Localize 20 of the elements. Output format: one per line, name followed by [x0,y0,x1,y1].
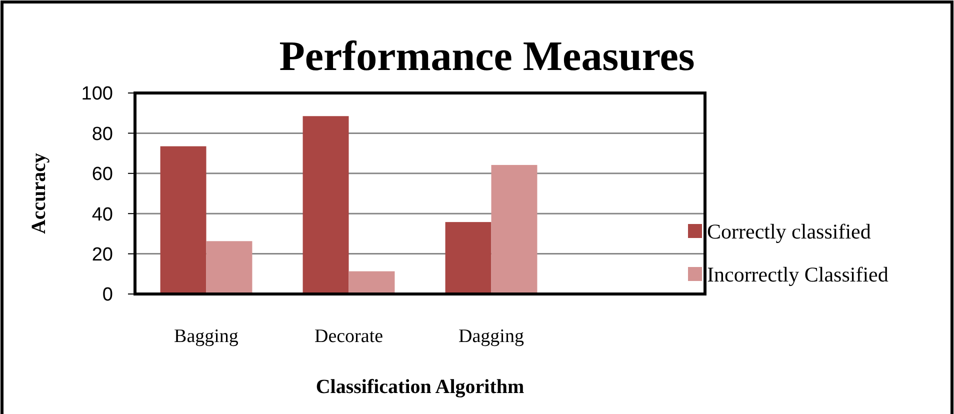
bar [445,222,492,294]
bar [206,241,252,294]
y-tick-label: 60 [92,164,113,186]
y-axis-title: Accuracy [28,152,50,234]
y-tick-label: 0 [102,284,113,306]
y-tick-label: 40 [92,204,113,226]
y-tick-label: 80 [92,124,113,145]
chart-title: Performance Measures [279,34,695,80]
x-tick-label: Decorate [314,326,384,347]
x-tick-label: Dagging [458,326,524,347]
x-tick-label: Bagging [174,326,239,347]
bar [160,146,206,294]
y-tick-label: 100 [81,84,113,105]
bar [302,116,349,294]
legend-label: Correctly classified [707,219,872,244]
y-tick-label: 20 [92,244,113,266]
bar [348,271,395,294]
x-axis-title: Classification Algorithm [316,376,524,398]
bar [491,164,538,294]
legend-label: Incorrectly Classified [707,262,889,286]
